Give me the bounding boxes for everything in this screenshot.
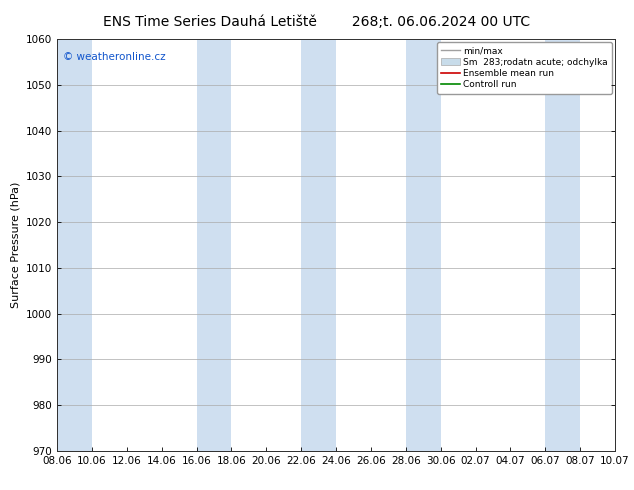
Legend: min/max, Sm  283;rodatn acute; odchylka, Ensemble mean run, Controll run: min/max, Sm 283;rodatn acute; odchylka, … [437,42,612,94]
Bar [406,39,441,451]
Bar [545,39,580,451]
Bar [57,39,92,451]
Bar [301,39,336,451]
Text: ENS Time Series Dauhá Letiště        268;t. 06.06.2024 00 UTC: ENS Time Series Dauhá Letiště 268;t. 06.… [103,15,531,29]
Text: © weatheronline.cz: © weatheronline.cz [63,51,165,62]
Y-axis label: Surface Pressure (hPa): Surface Pressure (hPa) [10,182,20,308]
Bar [197,39,231,451]
